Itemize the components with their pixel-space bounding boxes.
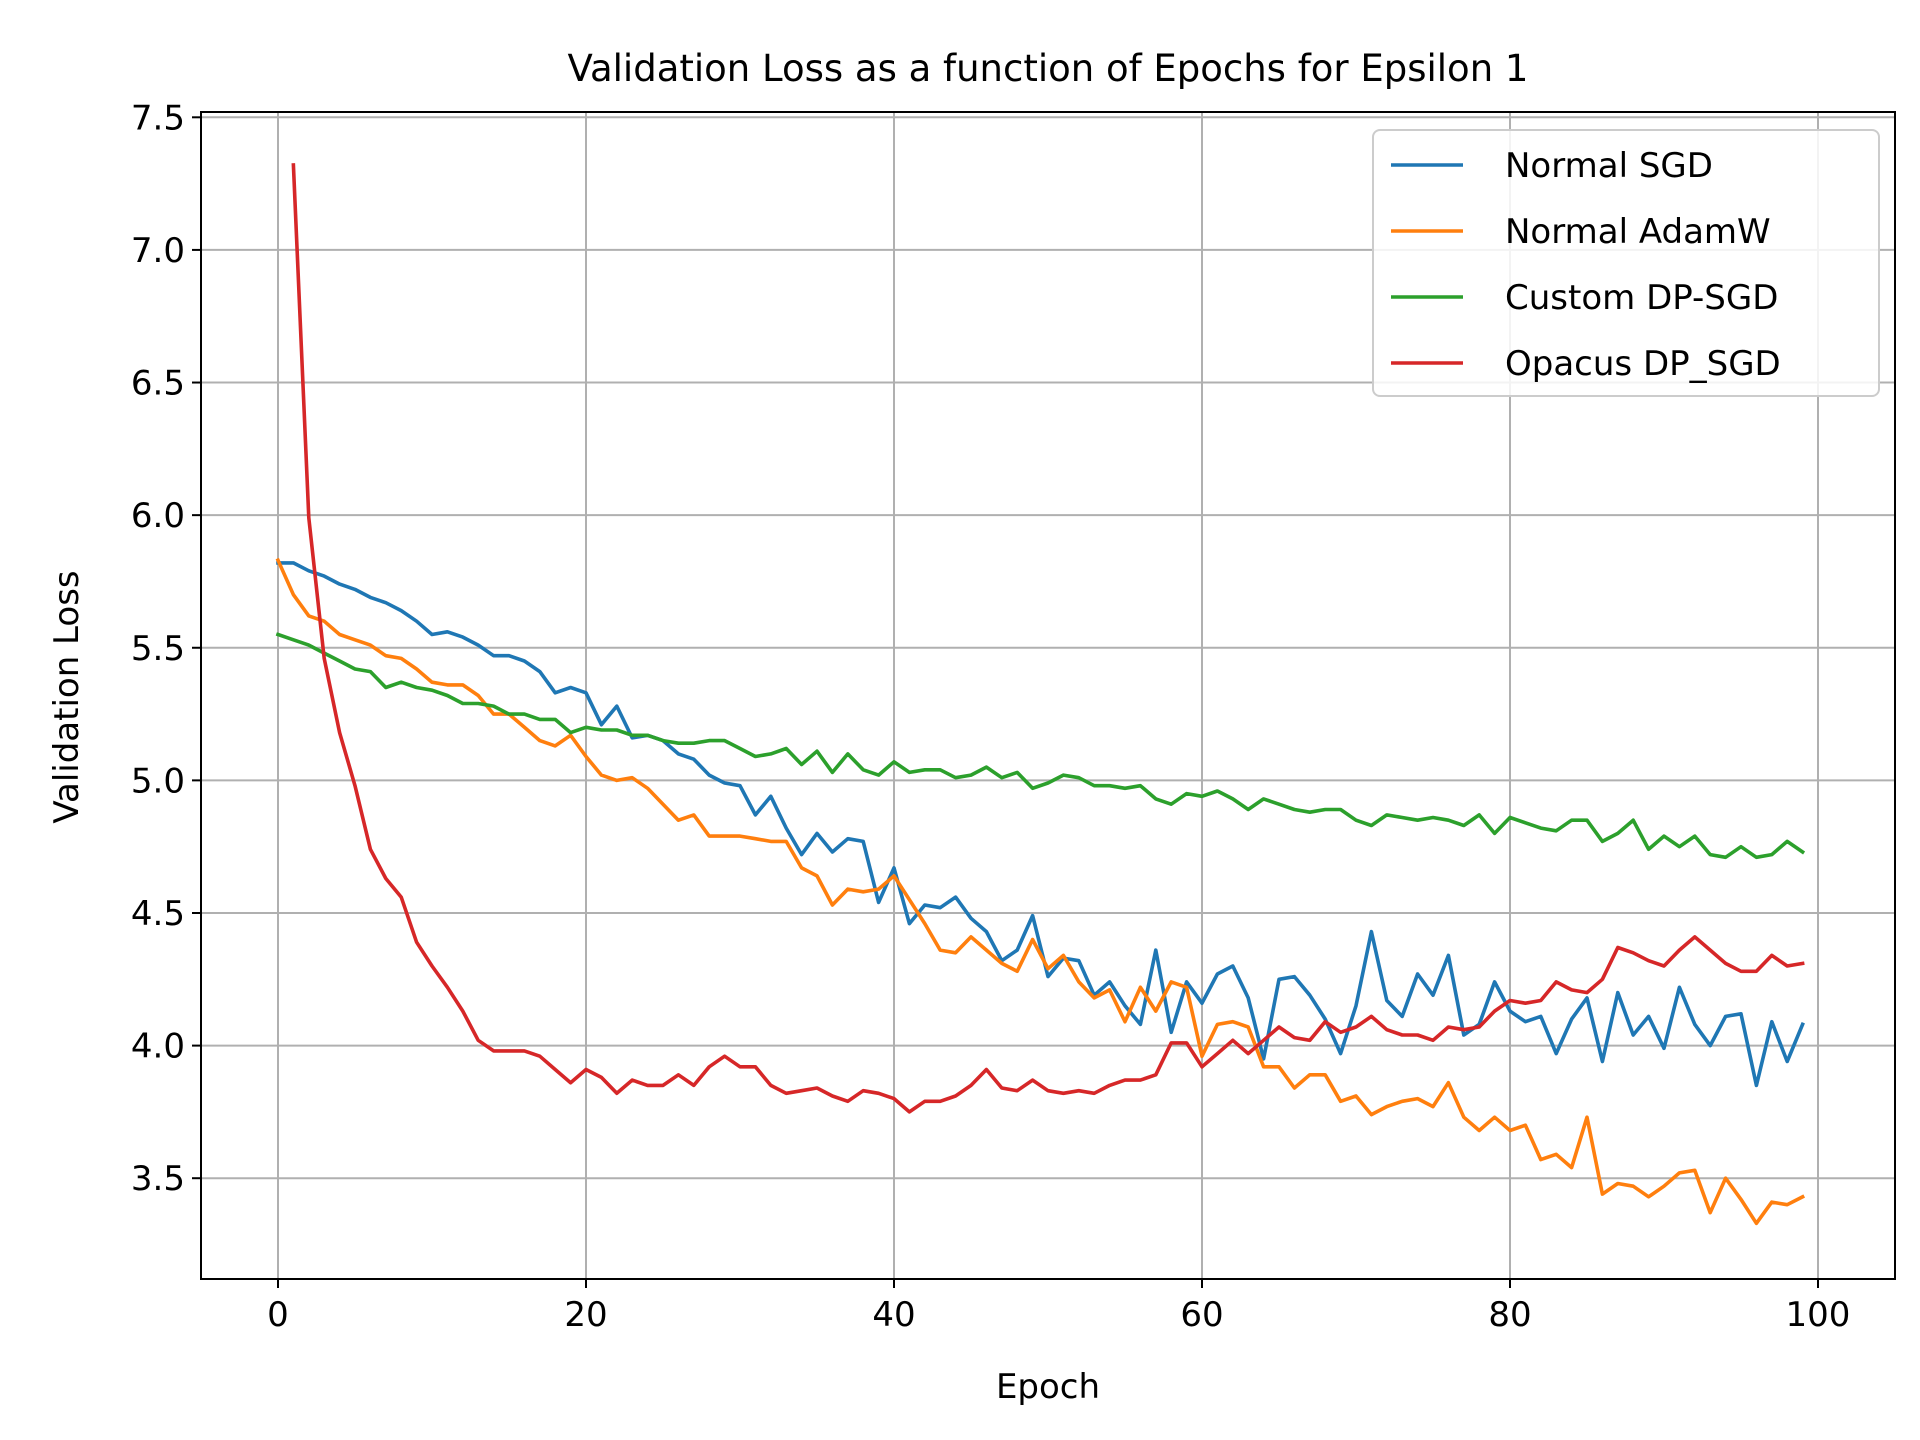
legend-box: [1372, 129, 1880, 397]
x-tick-label: 80: [1488, 1295, 1531, 1335]
legend-label: Custom DP-SGD: [1505, 278, 1778, 318]
series-lines: [275, 163, 1806, 1226]
y-tick-label: 5.0: [131, 761, 185, 801]
axis-ticks: 0 20 40 60 80 100 3.5 4.0 4.5 5.0 5.5 6.0 6.5 7.0 7.5: [131, 98, 1851, 1335]
legend-label: Normal SGD: [1505, 146, 1713, 186]
y-axis-label: Validation Loss: [47, 570, 87, 823]
legend-label: Normal AdamW: [1505, 212, 1771, 252]
y-tick-label: 6.5: [131, 364, 185, 404]
legend: Normal SGD Normal AdamW Custom DP-SGD Opacu…: [1372, 129, 1880, 397]
legend-label: Opacus DP_SGD: [1505, 344, 1781, 384]
x-tick-label: 100: [1786, 1295, 1851, 1335]
y-tick-label: 7.0: [131, 231, 185, 271]
chart-title: Validation Loss as a function of Epochs …: [568, 47, 1529, 90]
x-tick-label: 0: [267, 1295, 289, 1335]
x-tick-label: 20: [564, 1295, 607, 1335]
series-line-custom-dp-sgd: [275, 632, 1806, 860]
x-tick-label: 40: [872, 1295, 915, 1335]
series-line-opacus-dp-sgd: [291, 163, 1805, 1114]
y-tick-label: 7.5: [131, 98, 185, 138]
plot-frame: [200, 111, 1896, 1280]
x-axis-label: Epoch: [996, 1367, 1100, 1407]
series-line-normal-adamw: [275, 557, 1806, 1226]
y-tick-label: 3.5: [131, 1159, 185, 1199]
x-tick-label: 60: [1180, 1295, 1223, 1335]
y-tick-label: 5.5: [131, 629, 185, 669]
y-tick-label: 4.5: [131, 894, 185, 934]
series-line-normal-sgd: [276, 561, 1805, 1088]
y-tick-label: 6.0: [131, 496, 185, 536]
y-tick-label: 4.0: [131, 1027, 185, 1067]
